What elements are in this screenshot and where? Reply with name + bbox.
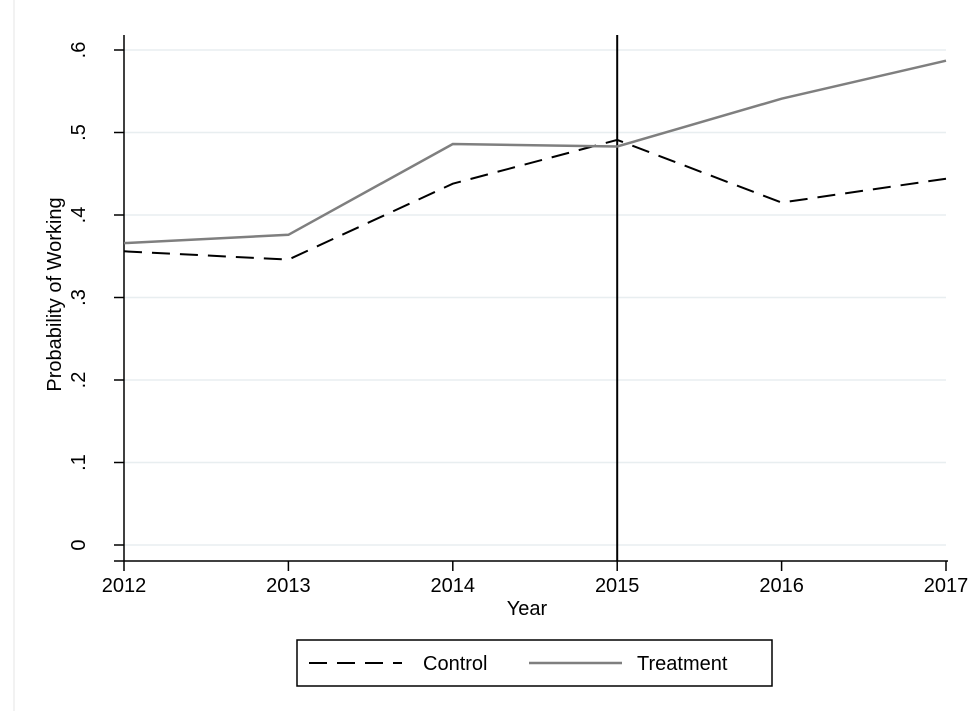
- legend: Control Treatment: [296, 639, 773, 687]
- x-tick-label: 2014: [431, 575, 476, 597]
- x-tick-label: 2017: [924, 575, 969, 597]
- y-tick-label: .5: [68, 124, 90, 141]
- y-tick-label: .6: [68, 42, 90, 59]
- y-axis-title: Probability of Working: [44, 197, 66, 391]
- x-tick-label: 2013: [266, 575, 311, 597]
- y-tick-label: 0: [68, 539, 90, 550]
- y-tick-label: .3: [68, 289, 90, 306]
- x-axis-title: Year: [507, 598, 548, 620]
- y-tick-label: .4: [68, 207, 90, 224]
- gridlines: [124, 49, 946, 546]
- y-tick-label: .1: [68, 454, 90, 471]
- series-lines: [123, 59, 947, 261]
- legend-label-treatment: Treatment: [637, 653, 728, 675]
- x-tick-label: 2016: [759, 575, 804, 597]
- y-axis-ticks: 0 .1 .2 .3 .4 .5 .6: [68, 42, 124, 551]
- x-axis-ticks: 2012 2013 2014 2015 2016 2017: [102, 561, 969, 597]
- series-line-treatment: [123, 59, 947, 245]
- x-tick-label: 2015: [595, 575, 640, 597]
- series-line-control: [123, 138, 947, 261]
- x-tick-label: 2012: [102, 575, 147, 597]
- legend-label-control: Control: [423, 653, 487, 675]
- y-tick-label: .2: [68, 372, 90, 389]
